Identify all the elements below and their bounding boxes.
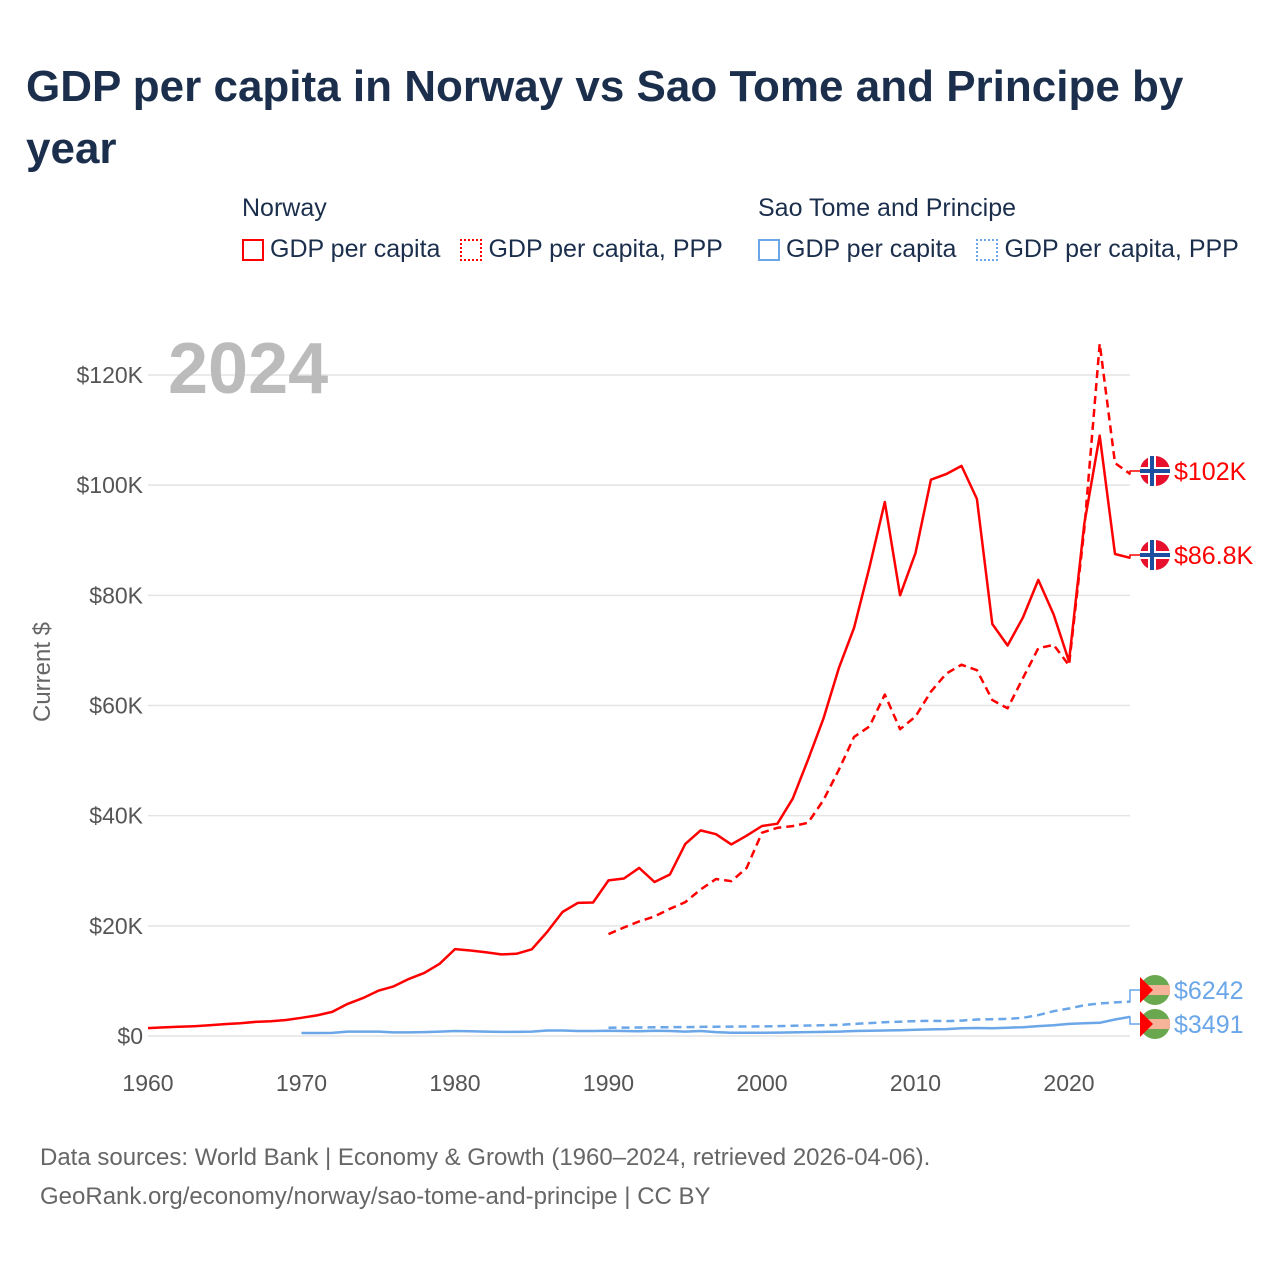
norway-flag-icon [1140,456,1170,486]
x-tick-label: 1980 [429,1070,480,1096]
end-connector [1129,1016,1140,1025]
legend-label: GDP per capita [786,235,957,263]
legend-item-stp-gdp[interactable]: GDP per capita [758,235,956,264]
end-connector [1129,554,1140,559]
series-line-2[interactable] [301,1015,1131,1035]
x-tick-label: 2010 [890,1070,941,1096]
y-tick-label: $60K [89,693,143,719]
x-tick-label: 2000 [736,1070,787,1096]
end-connector [1129,470,1140,475]
sao-tome-flag-icon [1140,1009,1170,1039]
legend-swatch [242,238,264,261]
end-value-label: $86.8K [1174,542,1254,570]
norway-flag-icon [1140,540,1170,570]
legend-label: GDP per capita, PPP [1004,235,1239,263]
legend-group-title: Sao Tome and Principe [758,194,1017,222]
x-tick-label: 1970 [276,1070,327,1096]
series-line-0[interactable] [147,434,1131,1030]
end-value-label: $3491 [1174,1011,1244,1039]
chart-title: GDP per capita in Norway vs Sao Tome and… [26,62,1184,173]
footer: Data sources: World Bank | Economy & Gro… [40,1138,930,1216]
sao-tome-flag-icon [1140,975,1170,1005]
y-tick-label: $20K [89,913,143,939]
y-tick-label: $80K [89,582,143,608]
x-tick-label: 1960 [122,1070,173,1096]
y-tick-label: $0 [117,1023,143,1049]
y-tick-label: $100K [76,472,143,498]
data-source-note: Data sources: World Bank | Economy & Gro… [40,1144,931,1171]
legend-group-sao-tome: Sao Tome and Principe GDP per capita GDP… [758,194,1239,264]
end-connector [1129,989,1140,1003]
legend-label: GDP per capita, PPP [488,235,723,263]
year-watermark: 2024 [168,329,328,409]
source-link[interactable]: GeoRank.org/economy/norway/sao-tome-and-… [40,1183,711,1210]
series-line-3[interactable] [608,1000,1131,1029]
legend-item-norway-ppp[interactable]: GDP per capita, PPP [460,235,723,264]
y-tick-label: $40K [89,803,143,829]
end-value-label: $6242 [1174,977,1244,1005]
y-tick-label: $120K [76,362,143,388]
end-value-label: $102K [1174,458,1247,486]
legend-item-stp-ppp[interactable]: GDP per capita, PPP [976,235,1239,264]
y-axis-label: Current $ [29,622,56,722]
x-tick-label: 1990 [583,1070,634,1096]
legend-swatch [460,238,483,261]
legend-swatch [976,238,999,261]
legend-swatch [758,238,780,261]
series-line-1[interactable] [608,342,1132,936]
legend-group-title: Norway [242,194,327,222]
x-tick-label: 2020 [1043,1070,1094,1096]
legend-group-norway: Norway GDP per capita GDP per capita, PP… [242,194,723,264]
legend-label: GDP per capita [270,235,441,263]
legend-item-norway-gdp[interactable]: GDP per capita [242,235,440,264]
